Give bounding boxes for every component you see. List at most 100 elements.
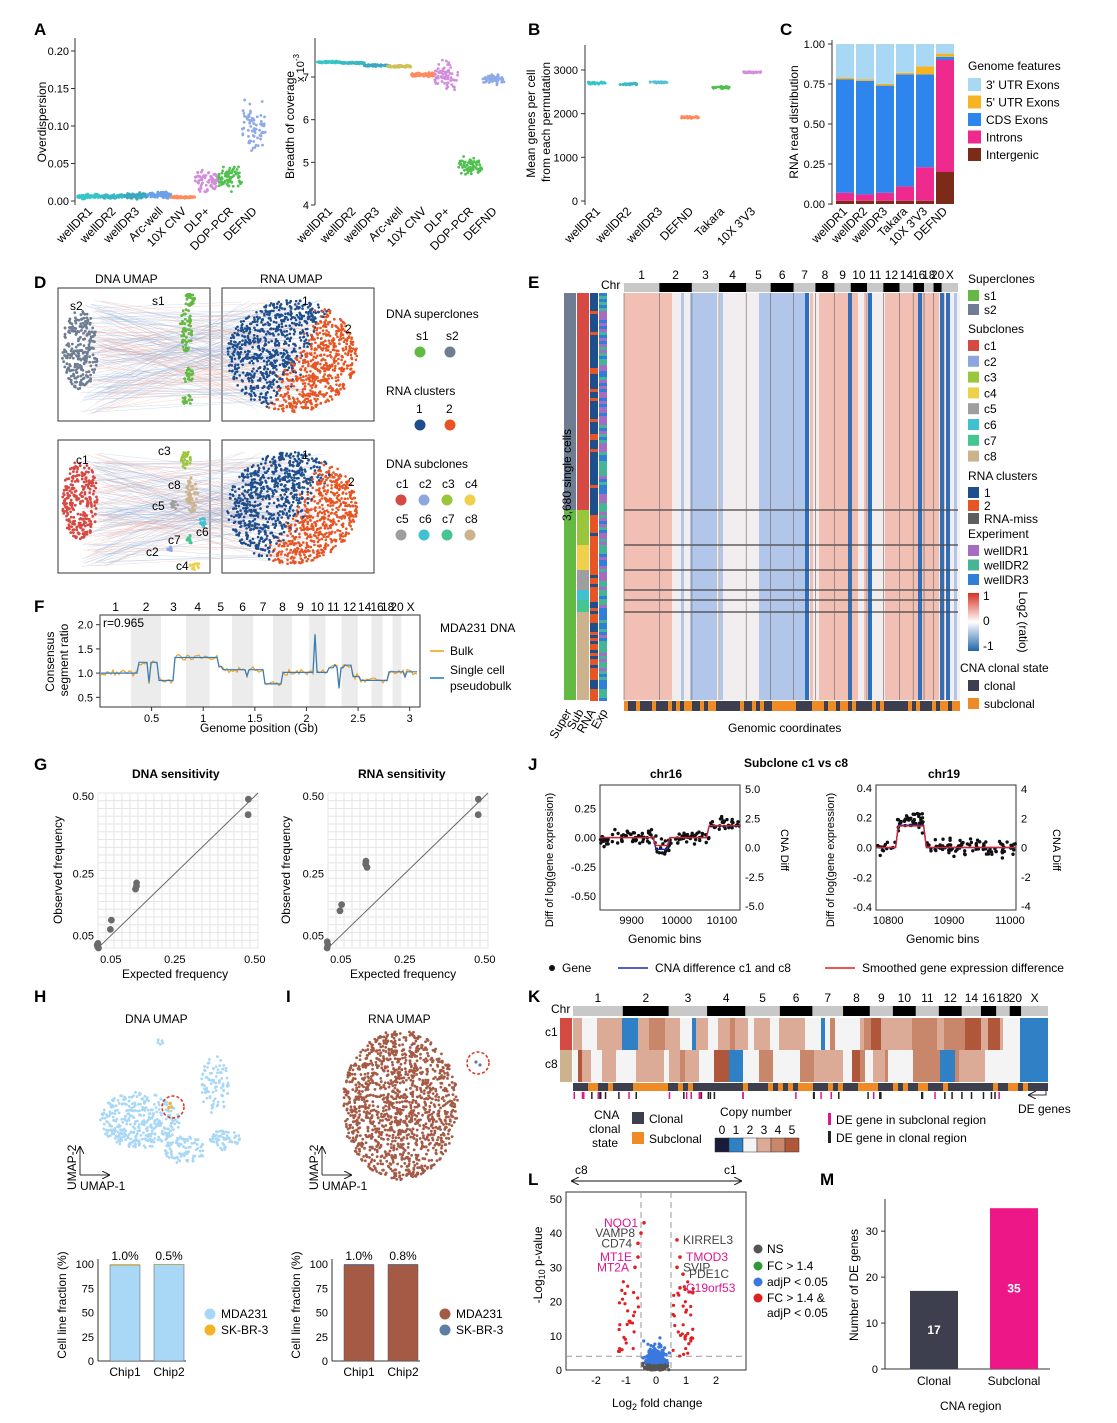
umap-point: [284, 316, 287, 319]
umap-point: [286, 558, 289, 561]
umap-point: [231, 364, 234, 367]
umap-point: [85, 382, 88, 385]
umap-point: [299, 357, 302, 360]
umap-point: [264, 462, 267, 465]
umap-point: [273, 371, 276, 374]
bar-segment: [916, 66, 934, 74]
umap-point: [269, 516, 272, 519]
umap-point: [88, 370, 91, 373]
umap-point: [279, 305, 282, 308]
umap-point: [227, 347, 230, 350]
umap-point: [331, 377, 334, 380]
umap-point: [344, 535, 347, 538]
umap-point: [84, 491, 87, 494]
data-point: [230, 181, 233, 184]
umap-point: [67, 343, 70, 346]
data-point: [469, 161, 472, 164]
umap-point: [279, 452, 282, 455]
umap-point: [91, 515, 94, 518]
bar-segment: [876, 84, 894, 86]
umap-point: [306, 332, 309, 335]
umap-point: [292, 397, 295, 400]
data-point: [456, 71, 459, 74]
umap-point: [282, 354, 285, 357]
umap-point: [239, 522, 242, 525]
umap-point: [187, 493, 190, 496]
bar-segment: [856, 81, 874, 195]
umap-point: [329, 505, 332, 508]
umap-point: [307, 502, 310, 505]
umap-point: [269, 532, 272, 535]
umap-point: [180, 314, 183, 317]
umap-point: [253, 387, 256, 390]
data-point: [188, 195, 191, 198]
umap-point: [252, 362, 255, 365]
umap-point: [281, 561, 284, 564]
umap-point: [240, 347, 243, 350]
bar-segment: [916, 44, 934, 66]
umap-point: [342, 383, 345, 386]
data-point: [434, 73, 437, 76]
umap-point: [85, 357, 88, 360]
umap-point: [260, 537, 263, 540]
umap-point: [92, 478, 95, 481]
umap-point: [267, 403, 270, 406]
bar-segment: [936, 60, 954, 172]
umap-point: [317, 344, 320, 347]
umap-point: [184, 344, 187, 347]
data-point: [374, 64, 377, 67]
umap-point: [304, 359, 307, 362]
umap-point: [305, 546, 308, 549]
umap-point: [312, 384, 315, 387]
umap-point: [186, 347, 189, 350]
umap-point: [191, 566, 194, 569]
umap-point: [319, 500, 322, 503]
umap-point: [265, 394, 268, 397]
umap-point: [271, 490, 274, 493]
umap-point: [339, 538, 342, 541]
umap-point: [249, 539, 252, 542]
umap-point: [233, 350, 236, 353]
umap-point: [80, 318, 83, 321]
b-xlabels: wellDR1wellDR2wellDR3DEFNDTakara10X 3'V3: [561, 204, 758, 248]
umap-point: [335, 380, 338, 383]
data-point: [148, 193, 151, 196]
umap-point: [247, 350, 250, 353]
umap-point: [256, 315, 259, 318]
umap-point: [187, 451, 190, 454]
umap-point: [298, 324, 301, 327]
umap-point: [329, 343, 332, 346]
data-point: [250, 149, 253, 152]
data-point: [726, 87, 729, 90]
data-point: [241, 132, 244, 135]
umap-point: [75, 526, 78, 529]
umap-point: [84, 517, 87, 520]
umap-point: [182, 346, 185, 349]
umap-point: [62, 512, 65, 515]
umap-point: [335, 507, 338, 510]
umap-point: [90, 511, 93, 514]
panel-label-k: K: [528, 987, 541, 1006]
umap-point: [88, 348, 91, 351]
umap-point: [322, 358, 325, 361]
umap-point: [85, 334, 88, 337]
umap-point: [332, 504, 335, 507]
umap-point: [349, 376, 352, 379]
umap-point: [299, 336, 302, 339]
umap-point: [306, 508, 309, 511]
umap-point: [276, 553, 279, 556]
umap-point: [298, 551, 301, 554]
data-point: [232, 185, 235, 188]
umap-point: [69, 502, 72, 505]
umap-point: [258, 553, 261, 556]
data-point: [402, 65, 405, 68]
data-point: [368, 64, 371, 67]
umap-point: [268, 323, 271, 326]
panel-label-e: E: [528, 273, 539, 292]
umap-point: [295, 515, 298, 518]
umap-point: [95, 495, 98, 498]
umap-point: [67, 353, 70, 356]
umap-point: [344, 512, 347, 515]
umap-point: [299, 373, 302, 376]
umap-point: [75, 349, 78, 352]
